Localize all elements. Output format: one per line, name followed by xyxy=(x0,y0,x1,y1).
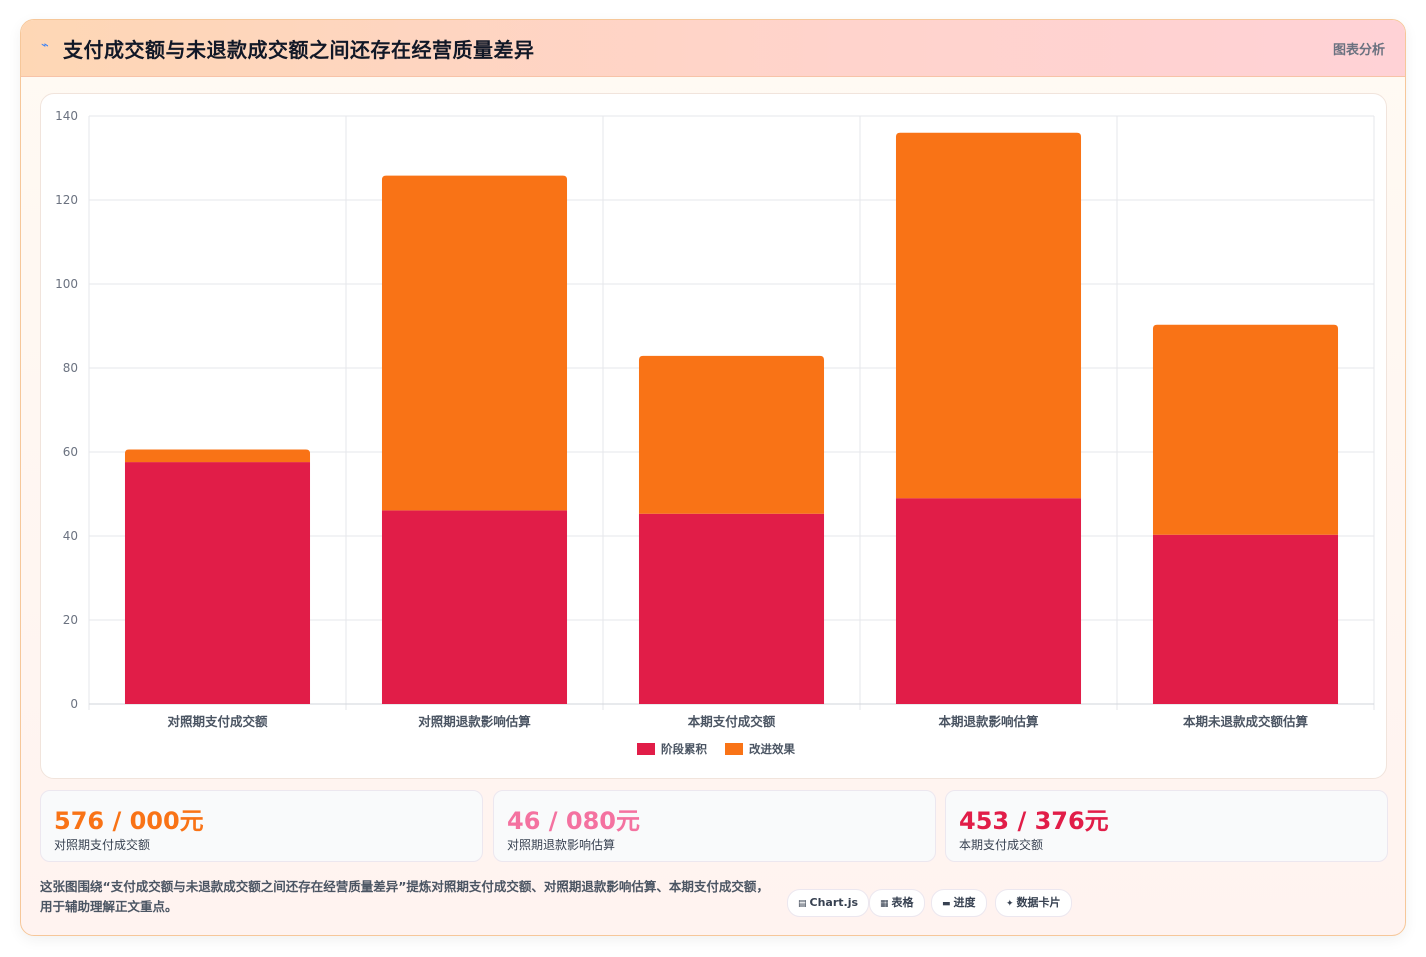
card-header: ⌁ 支付成交额与未退款成交额之间还存在经营质量差异 图表分析 xyxy=(21,20,1405,77)
y-tick-label: 40 xyxy=(63,529,78,543)
legend-label: 改进效果 xyxy=(749,742,795,756)
y-tick-label: 120 xyxy=(55,193,78,207)
bar-segment-cumulative xyxy=(1152,534,1339,704)
stat-label: 本期支付成交额 xyxy=(959,838,1044,852)
chip-label: 进度 xyxy=(953,896,976,909)
stat-label: 对照期支付成交额 xyxy=(54,838,151,852)
x-tick-label: 本期退款影响估算 xyxy=(938,714,1039,729)
bar-segment-cumulative xyxy=(895,498,1082,704)
stat-value: 576 / 000元 xyxy=(54,807,204,835)
x-tick-label: 对照期支付成交额 xyxy=(167,714,268,729)
stat-value: 453 / 376元 xyxy=(959,807,1109,835)
stat-card-current-payment: 453 / 376元 本期支付成交额 xyxy=(945,790,1388,862)
chart-card: ⌁ 支付成交额与未退款成交额之间还存在经营质量差异 图表分析 0 20 40 60 80… xyxy=(20,19,1406,936)
chip-label: 数据卡片 xyxy=(1016,896,1061,909)
stat-label: 对照期退款影响估算 xyxy=(507,838,616,852)
chip-data-cards[interactable]: ✦ 数据卡片 xyxy=(995,889,1072,917)
sparkle-icon: ✦ xyxy=(1006,899,1014,909)
x-tick-label: 对照期退款影响估算 xyxy=(418,714,531,729)
chip-progress[interactable]: ▬ 进度 xyxy=(931,889,987,917)
page-title: 支付成交额与未退款成交额之间还存在经营质量差异 xyxy=(63,38,535,62)
y-tick-label: 20 xyxy=(63,613,78,627)
bar-segment-cumulative xyxy=(638,513,825,704)
y-tick-label: 60 xyxy=(63,445,78,459)
chart-icon: ▤ xyxy=(798,899,807,909)
y-tick-label: 100 xyxy=(55,277,78,291)
y-tick-label: 0 xyxy=(70,697,78,711)
bar-segment-improvement xyxy=(381,175,568,511)
stat-card-baseline-refund: 46 / 080元 对照期退款影响估算 xyxy=(493,790,936,862)
bar-segment-cumulative xyxy=(124,462,311,704)
chip-label: Chart.js xyxy=(809,896,859,909)
stat-value: 46 / 080元 xyxy=(507,807,640,835)
chart-description: 这张图围绕“支付成交额与未退款成交额之间还存在经营质量差异”提炼对照期支付成交额… xyxy=(40,879,769,914)
chart-analysis-label: 图表分析 xyxy=(1332,43,1385,58)
progress-icon: ▬ xyxy=(942,899,951,909)
chart-panel: 0 20 40 60 80 100 120 140 对照期支付成交额 对照期退款影响估算 本期支付成… xyxy=(40,93,1387,779)
legend-swatch xyxy=(637,743,655,755)
bar-segment-cumulative xyxy=(381,510,568,704)
bar-segment-improvement xyxy=(1152,324,1339,535)
legend-label: 阶段累积 xyxy=(661,742,707,756)
stacked-bar-chart: 0 20 40 60 80 100 120 140 对照期支付成交额 对照期退款影响估算 本期支付成… xyxy=(55,109,1375,756)
chip-label: 表格 xyxy=(891,896,914,909)
chip-chartjs[interactable]: ▤ Chart.js xyxy=(787,889,870,917)
chart-line-icon: ⌁ xyxy=(41,38,49,53)
y-tick-label: 140 xyxy=(55,109,78,123)
x-tick-label: 本期支付成交额 xyxy=(688,714,776,729)
x-tick-label: 本期未退款成交额估算 xyxy=(1183,714,1309,729)
table-icon: ▦ xyxy=(880,899,889,909)
bar-segment-improvement xyxy=(124,449,311,463)
bar-segment-improvement xyxy=(638,355,825,514)
chip-table[interactable]: ▦ 表格 xyxy=(869,889,925,917)
y-tick-label: 80 xyxy=(63,361,78,375)
legend-swatch xyxy=(725,743,743,755)
stat-card-baseline-payment: 576 / 000元 对照期支付成交额 xyxy=(40,790,483,862)
bar-segment-improvement xyxy=(895,132,1082,499)
